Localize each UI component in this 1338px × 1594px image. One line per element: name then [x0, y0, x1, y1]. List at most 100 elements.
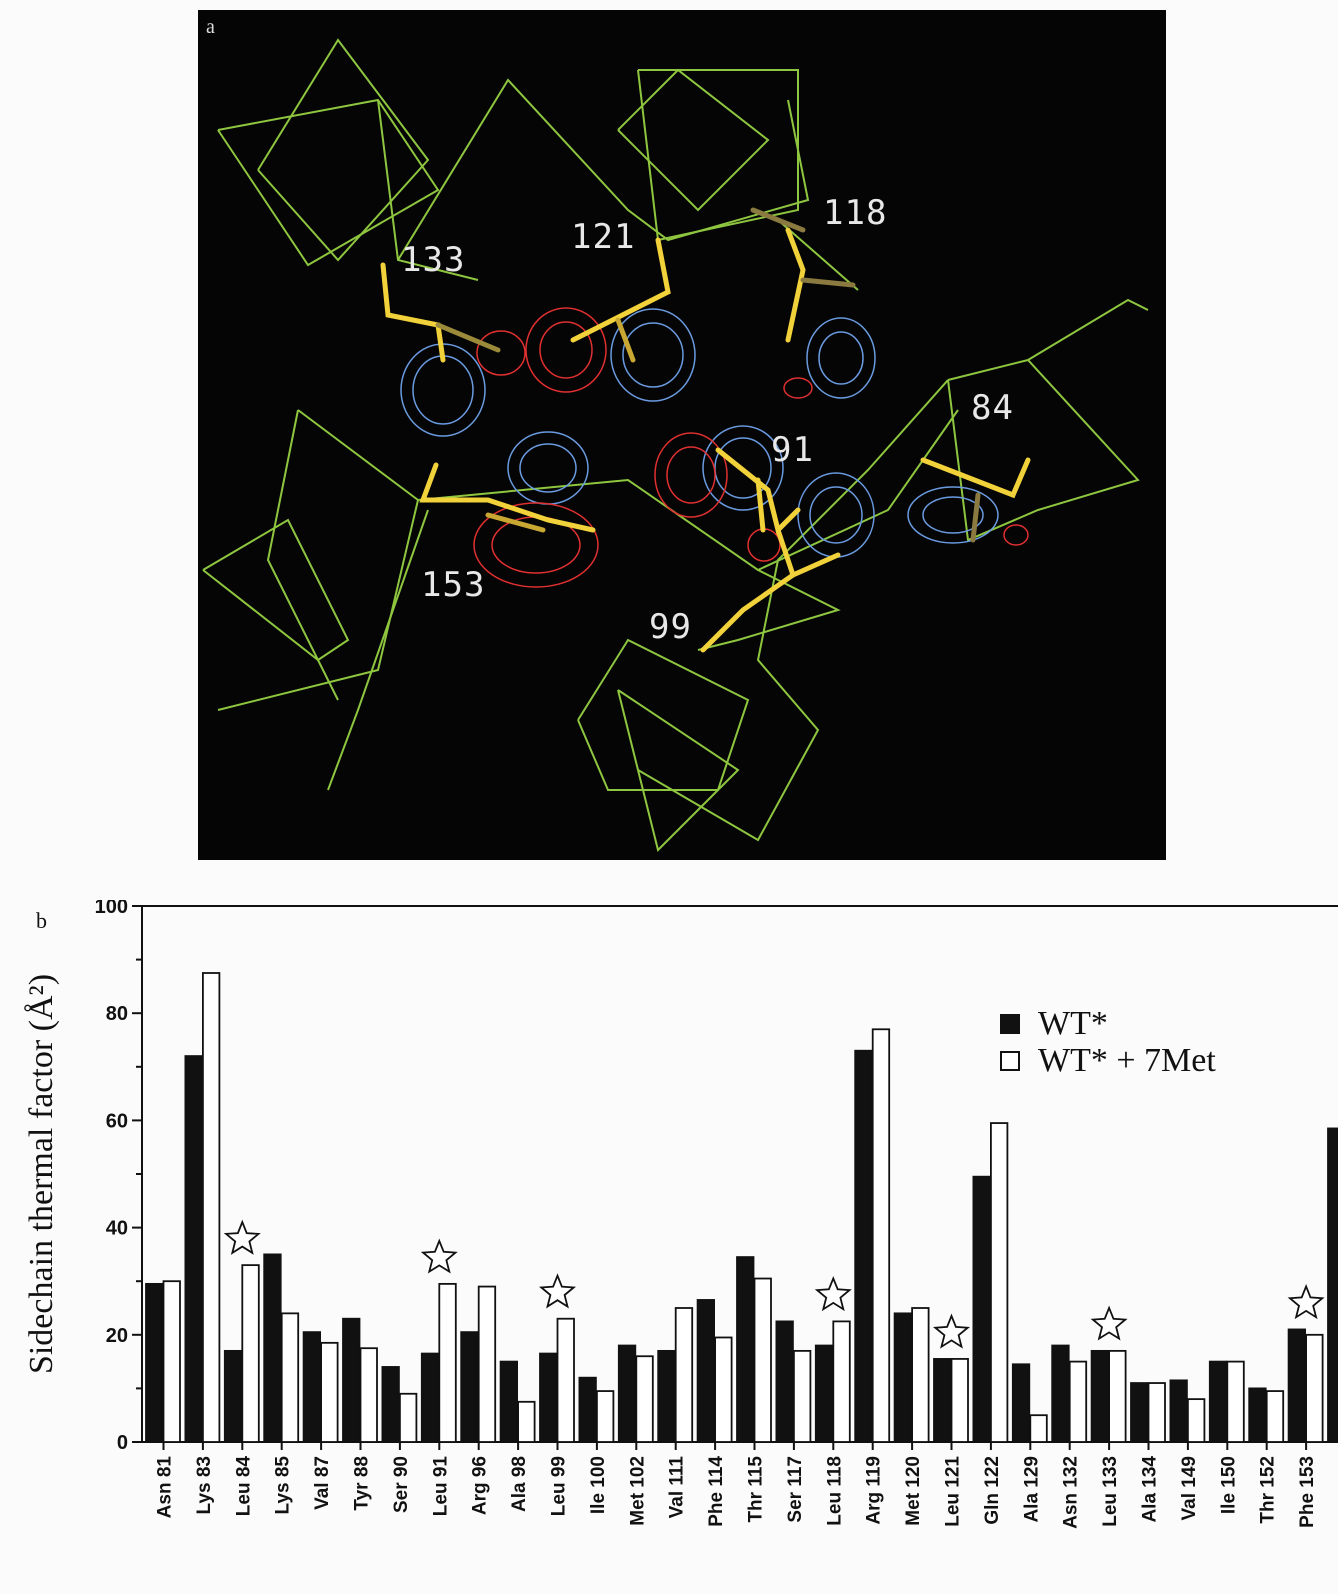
bar-wt	[381, 1366, 400, 1443]
bar-wt	[1208, 1360, 1228, 1443]
y-tick-label: 80	[106, 1003, 128, 1025]
sidechains	[380, 207, 1031, 653]
star-marker	[420, 1238, 458, 1274]
bar-wt-7met	[1305, 1333, 1324, 1443]
x-tick-label: Met 102	[627, 1456, 648, 1526]
y-tick-label: 0	[117, 1432, 128, 1454]
bar-wt	[1090, 1349, 1109, 1443]
y-tick-label: 20	[106, 1325, 128, 1347]
bar-wt-7met	[674, 1307, 694, 1443]
x-tick-label: Arg 154	[1337, 1456, 1338, 1526]
x-tick-label: Leu 118	[824, 1456, 845, 1526]
density-blue	[400, 308, 999, 558]
bar-wt	[933, 1358, 952, 1443]
bar-wt-7met	[1226, 1360, 1245, 1443]
bar-wt-7met	[438, 1282, 457, 1443]
residue-label-153: 153	[421, 565, 486, 605]
x-tick-label: Leu 91	[430, 1456, 451, 1517]
x-tick-label: Gln 122	[982, 1456, 1003, 1525]
bar-wt-7met	[1147, 1382, 1166, 1443]
x-tick-label: Ala 129	[1021, 1456, 1042, 1523]
thermal-factor-chart: 0 20 40 60 80 100 Sidechain thermal factor (Å²…	[23, 900, 1338, 1529]
bar-wt-7met	[950, 1358, 969, 1443]
bar-wt-7met	[871, 1028, 891, 1443]
legend-label-wt-7met: WT* + 7Met	[1038, 1042, 1216, 1079]
panel-b-letter: b	[36, 908, 47, 933]
bar-wt-7met	[832, 1320, 851, 1443]
bar-wt-7met	[990, 1122, 1009, 1443]
x-tick-label: Lys 85	[273, 1456, 294, 1515]
y-tick-label: 40	[106, 1218, 128, 1240]
x-tick-label: Val 111	[667, 1456, 688, 1519]
bar-wt-7met	[162, 1280, 181, 1443]
x-tick-label: Ser 90	[391, 1456, 412, 1513]
bar-wt-7met	[1108, 1349, 1127, 1443]
star-marker	[223, 1219, 261, 1255]
bar-wt	[893, 1312, 912, 1443]
bar-wt	[263, 1253, 282, 1443]
residue-label-84: 84	[971, 388, 1014, 428]
x-tick-label: Val 87	[312, 1456, 333, 1510]
bar-wt	[1130, 1382, 1149, 1443]
legend-item-wt: WT*	[1000, 1005, 1108, 1043]
residue-label-121: 121	[571, 217, 636, 257]
x-tick-label: Ser 117	[785, 1456, 806, 1523]
bar-wt-7met	[714, 1336, 733, 1443]
x-tick-label: Thr 152	[1258, 1456, 1279, 1524]
bar-wt-7met	[793, 1349, 812, 1443]
x-tick-label: Leu 133	[1100, 1456, 1121, 1527]
x-tick-label: Leu 99	[549, 1456, 570, 1516]
x-tick-label: Ile 100	[588, 1456, 609, 1514]
bar-wt	[539, 1352, 558, 1443]
bar-wt-7met	[477, 1285, 497, 1443]
legend-item-wt-7met: WT* + 7Met	[1000, 1042, 1216, 1080]
residue-label-91: 91	[771, 430, 814, 470]
bar-wt-7met	[320, 1341, 339, 1443]
star-marker	[1287, 1283, 1325, 1320]
structure-panel: a 118 121 133 84 91 153 99	[198, 10, 1166, 860]
star-marker	[538, 1273, 577, 1309]
x-tick-label: Arg 119	[864, 1456, 885, 1525]
x-tick-label: Leu 121	[943, 1456, 964, 1527]
bar-wt	[814, 1344, 834, 1443]
bar-wt	[696, 1299, 715, 1443]
bar-wt-7met	[359, 1347, 378, 1443]
bar-wt-7met	[398, 1392, 418, 1443]
bar-wt-7met	[753, 1277, 772, 1443]
density-red	[473, 307, 1029, 588]
bar-wt	[302, 1331, 322, 1443]
star-marker	[932, 1313, 971, 1349]
bar-wt-7met	[635, 1355, 654, 1443]
bar-wt	[145, 1282, 164, 1443]
star-marker	[1090, 1305, 1128, 1341]
residue-label-99: 99	[649, 607, 692, 647]
x-tick-label: Val 149	[1179, 1456, 1200, 1520]
x-tick-label: Phe 114	[706, 1456, 727, 1527]
bar-wt-7met	[517, 1400, 536, 1443]
x-tick-label: Asn 81	[155, 1456, 176, 1519]
bar-wt	[460, 1331, 479, 1443]
x-tick-label: Ala 134	[1140, 1456, 1161, 1523]
bar-wt	[223, 1349, 243, 1443]
bar-wt	[617, 1344, 637, 1443]
bar-wt	[736, 1256, 755, 1443]
bar-wt-7met	[1265, 1390, 1285, 1443]
bar-wt-7met	[556, 1317, 575, 1443]
bar-wt-7met	[596, 1390, 615, 1443]
y-tick-label: 100	[95, 900, 128, 918]
bar-wt	[1327, 1127, 1338, 1443]
legend-swatch-wt	[1000, 1014, 1020, 1034]
x-tick-label: Asn 132	[1061, 1456, 1082, 1529]
bar-wt	[420, 1352, 440, 1443]
bar-wt	[184, 1055, 203, 1443]
bar-wt-7met	[201, 972, 221, 1443]
bar-wt-7met	[1029, 1414, 1048, 1443]
bar-wt-7met	[241, 1264, 260, 1443]
x-tick-label: Met 120	[903, 1456, 924, 1526]
residue-label-133: 133	[401, 240, 466, 280]
legend-swatch-wt-7met	[1000, 1051, 1020, 1071]
bar-wt	[854, 1049, 873, 1443]
bar-wt	[342, 1317, 361, 1443]
legend-label-wt: WT*	[1038, 1005, 1108, 1042]
x-tick-label: Tyr 88	[352, 1456, 373, 1511]
